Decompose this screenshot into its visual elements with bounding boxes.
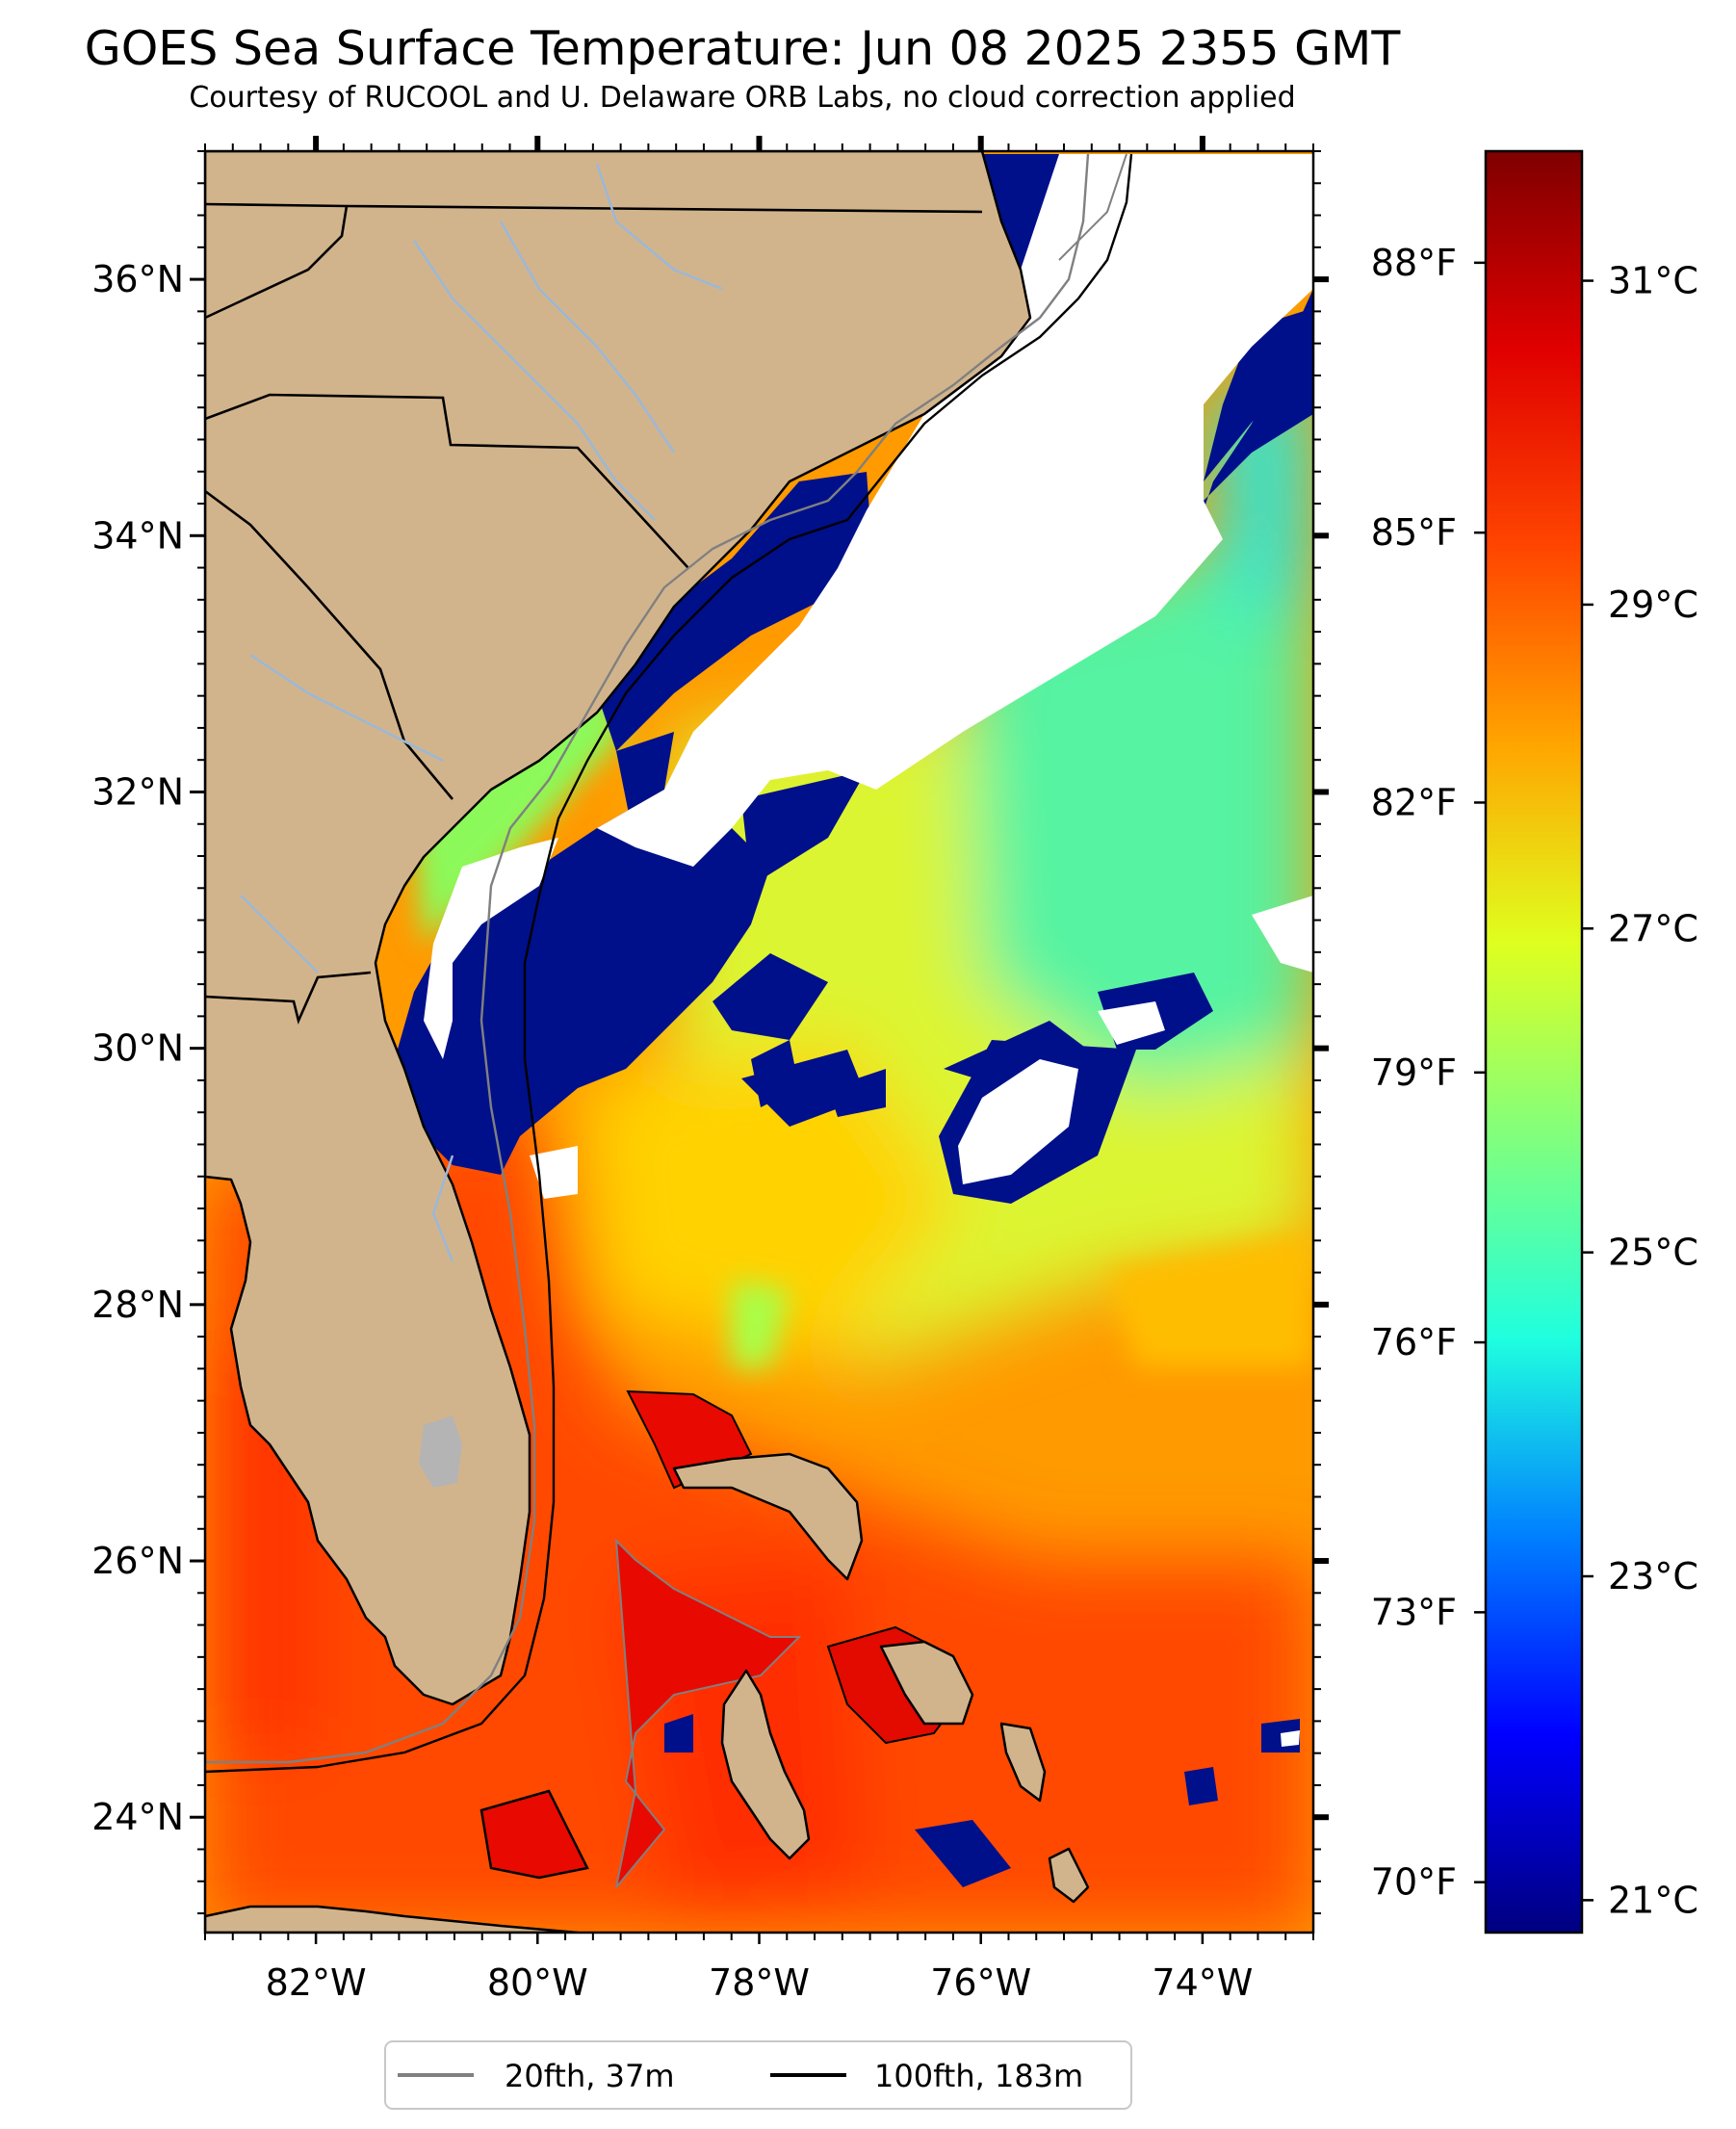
lat-tick-label: 26°N (91, 1540, 184, 1582)
fahrenheit-tick-label: 88°F (1371, 242, 1457, 284)
colorbar-celsius-ticks: 21°C 23°C 25°C 27°C 29°C 31°C (1582, 260, 1698, 1921)
lon-tick-label: 82°W (266, 1961, 367, 2004)
fahrenheit-tick-label: 85°F (1371, 511, 1457, 554)
fahrenheit-tick-label: 70°F (1371, 1861, 1457, 1904)
celsius-tick-label: 21°C (1608, 1879, 1698, 1921)
legend: 20fth, 37m 100fth, 183m (384, 2040, 1132, 2110)
lake-okeechobee (419, 1415, 462, 1488)
lon-tick-label: 74°W (1152, 1961, 1253, 2004)
colorbar-gradient (1484, 149, 1584, 1934)
isobaths (205, 153, 1133, 1774)
lon-tick-label: 78°W (709, 1961, 810, 2004)
lon-tick-label: 80°W (487, 1961, 588, 2004)
lat-tick-label: 24°N (91, 1796, 184, 1838)
longitude-ticks: 82°W 80°W 78°W 76°W 74°W (204, 136, 1314, 2004)
cloud-mask (424, 154, 1313, 1747)
colorbar: 21°C 23°C 25°C 27°C 29°C 31°C 70°F 73°F 76°F 79°… (1371, 149, 1698, 1934)
colorbar-fahrenheit-ticks: 70°F 73°F 76°F 79°F 82°F 85°F 88°F (1371, 242, 1486, 1904)
lat-tick-label: 36°N (91, 258, 184, 300)
lat-tick-label: 30°N (91, 1027, 184, 1070)
fahrenheit-tick-label: 82°F (1371, 781, 1457, 823)
lon-tick-label: 76°W (930, 1961, 1031, 2004)
rivers (240, 163, 723, 1262)
map-subtitle: Courtesy of RUCOOL and U. Delaware ORB L… (189, 81, 1296, 115)
latitude-ticks: 24°N 26°N 28°N 30°N 32°N 34°N 36°N (91, 150, 1329, 1915)
map-area (205, 151, 1313, 1933)
celsius-tick-label: 27°C (1608, 907, 1698, 949)
fahrenheit-tick-label: 76°F (1371, 1321, 1457, 1363)
celsius-tick-label: 23°C (1608, 1555, 1698, 1597)
map-title: GOES Sea Surface Temperature: Jun 08 202… (84, 21, 1401, 76)
lat-tick-label: 32°N (91, 770, 184, 813)
land (205, 151, 1090, 1933)
fahrenheit-tick-label: 79°F (1371, 1052, 1457, 1094)
lat-tick-label: 34°N (91, 514, 184, 557)
fahrenheit-tick-label: 73°F (1371, 1591, 1457, 1633)
lat-tick-label: 28°N (91, 1284, 184, 1326)
legend-label-20fth: 20fth, 37m (505, 2058, 674, 2094)
legend-label-100fth: 100fth, 183m (874, 2058, 1083, 2094)
political-borders (205, 202, 983, 1025)
celsius-tick-label: 31°C (1608, 260, 1698, 302)
celsius-tick-label: 29°C (1608, 584, 1698, 626)
legend-box (384, 2040, 1132, 2110)
celsius-tick-label: 25°C (1608, 1232, 1698, 1274)
